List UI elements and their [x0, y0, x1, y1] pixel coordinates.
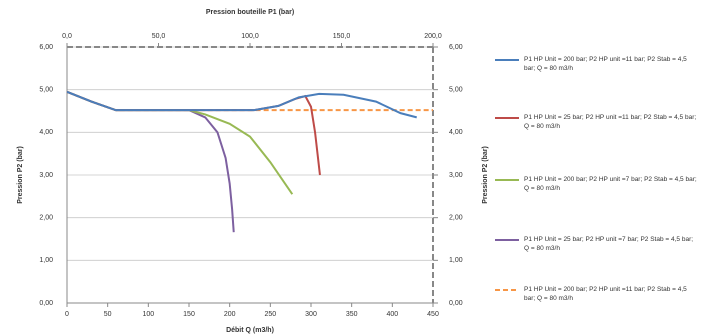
legend-label: P1 HP Unit = 25 bar; P2 HP unit =11 bar;… [524, 114, 697, 130]
series-line [66, 90, 433, 112]
x-tick-label: 150 [183, 311, 195, 318]
x2-axis-label: Pression bouteille P1 (bar) [206, 9, 294, 16]
x2-tick-label: 150,0 [333, 33, 351, 40]
y2-tick-label: 4,00 [449, 129, 463, 136]
x-tick-label: 400 [386, 311, 398, 318]
y-tick-label: 4,00 [39, 129, 53, 136]
y-tick-label: 2,00 [39, 215, 53, 222]
y2-tick-label: 2,00 [449, 215, 463, 222]
series-line [66, 90, 235, 233]
legend-label: P1 HP Unit = 25 bar; P2 HP unit =7 bar; … [524, 236, 694, 252]
x2-tick-label: 50,0 [152, 33, 166, 40]
x2-tick-label: 200,0 [424, 33, 442, 40]
y2-tick-label: 5,00 [449, 87, 463, 94]
x-tick-label: 350 [346, 311, 358, 318]
x-tick-label: 100 [142, 311, 154, 318]
y2-axis-label: Pression P2 (bar) [482, 146, 489, 204]
series-line [66, 90, 417, 119]
y-tick-label: 5,00 [39, 87, 53, 94]
x-tick-label: 250 [264, 311, 276, 318]
series-line [66, 90, 294, 195]
x-tick-label: 200 [224, 311, 236, 318]
x-tick-label: 300 [305, 311, 317, 318]
y-axis-label: Pression P2 (bar) [17, 146, 24, 204]
legend-label: P1 HP Unit = 200 bar; P2 HP unit =7 bar;… [524, 176, 697, 192]
y2-tick-label: 6,00 [449, 44, 463, 51]
y-tick-label: 6,00 [39, 44, 53, 51]
x2-tick-label: 0,0 [62, 33, 72, 40]
y-tick-label: 1,00 [39, 257, 53, 264]
y-tick-label: 0,00 [39, 300, 53, 307]
y2-tick-label: 3,00 [449, 172, 463, 179]
x-axis-label: Débit Q (m3/h) [226, 327, 274, 334]
x-tick-label: 50 [104, 311, 112, 318]
legend-label: P1 HP Unit = 200 bar; P2 HP unit =11 bar… [524, 56, 687, 72]
x2-tick-label: 100,0 [241, 33, 259, 40]
y2-tick-label: 0,00 [449, 300, 463, 307]
y-tick-label: 3,00 [39, 172, 53, 179]
x-tick-label: 0 [65, 311, 69, 318]
legend-label: P1 HP Unit = 200 bar; P2 HP unit =11 bar… [524, 286, 687, 302]
y2-tick-label: 1,00 [449, 257, 463, 264]
x-tick-label: 450 [427, 311, 439, 318]
